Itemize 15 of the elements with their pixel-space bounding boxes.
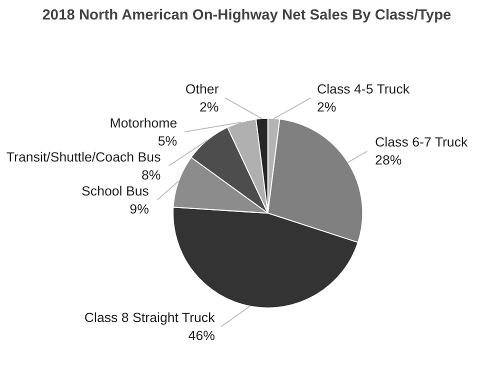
chart-title: 2018 North American On-Highway Net Sales By Class/Type xyxy=(42,8,452,24)
data-label: 9% xyxy=(130,202,150,217)
data-label: 5% xyxy=(158,133,178,148)
slice-label: Motorhome xyxy=(110,115,178,130)
data-label: 2% xyxy=(316,99,336,114)
data-label: 2% xyxy=(199,99,219,114)
slice-label: Other xyxy=(185,81,220,96)
slice-label: Class 4-5 Truck xyxy=(316,81,410,96)
slice-label: Transit/Shuttle/Coach Bus xyxy=(6,150,162,165)
slice-label: Class 8 Straight Truck xyxy=(84,310,216,326)
slice-label: School Bus xyxy=(82,184,150,199)
slice-label: Class 6-7 Truck xyxy=(375,134,468,150)
data-label: 8% xyxy=(141,168,161,183)
data-label: 28% xyxy=(375,152,402,168)
data-label: 46% xyxy=(188,328,216,344)
